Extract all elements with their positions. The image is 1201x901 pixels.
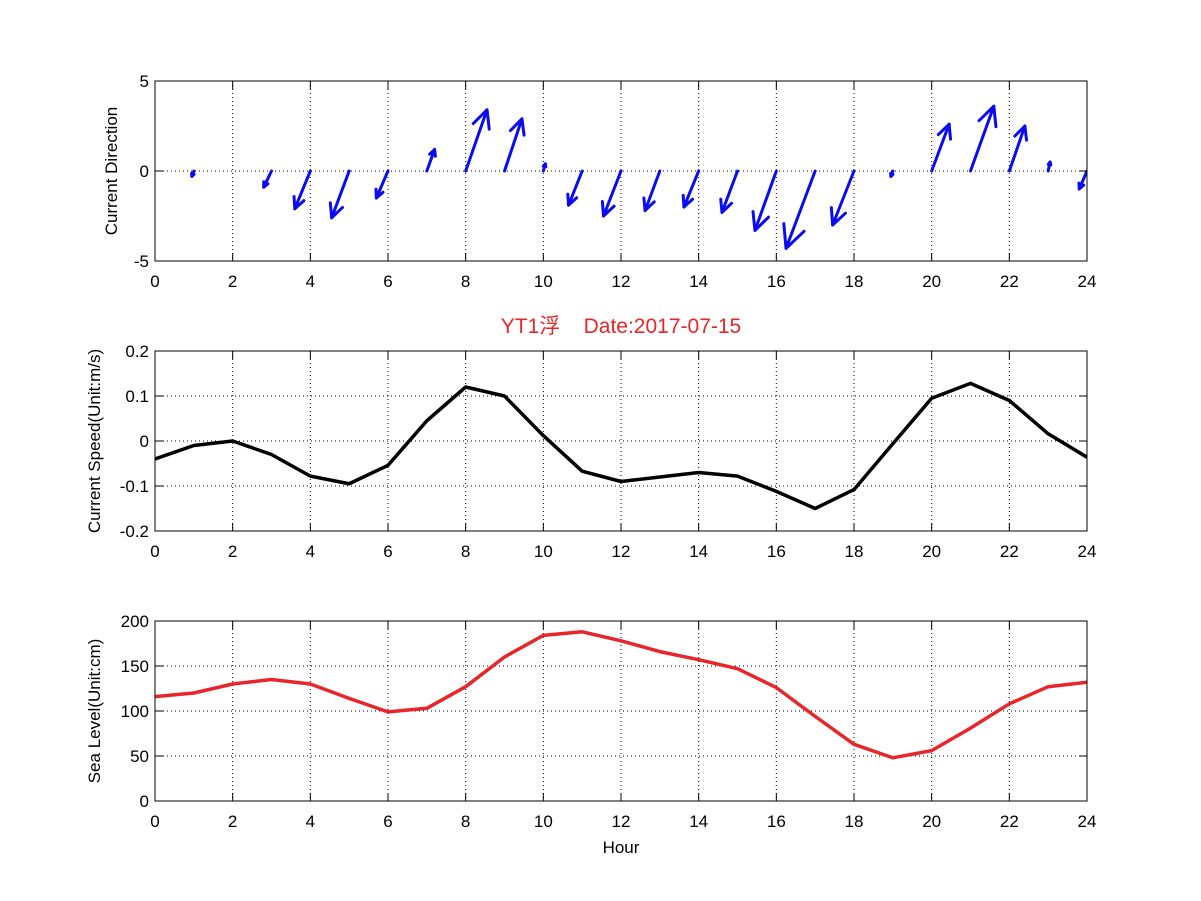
speed-title: YT1浮 Date:2017-07-15 — [501, 315, 741, 338]
sealevel-xtick-label: 22 — [1000, 812, 1019, 831]
sealevel-ytick-label: 0 — [140, 792, 149, 811]
direction-xtick-label: 10 — [534, 272, 553, 291]
direction-arrow — [681, 169, 701, 209]
speed-ticks: 0 2 4 6 8 10 12 14 16 18 20 22 24-0.2-0.100.10.2 — [120, 342, 1097, 561]
direction-panel: 0 2 4 6 8 10 12 14 16 18 20 22 24-505 Current Direct… — [102, 72, 1096, 291]
direction-arrow — [464, 108, 491, 173]
speed-xtick-label: 8 — [461, 542, 470, 561]
speed-xtick-label: 2 — [228, 542, 237, 561]
direction-xtick-label: 20 — [922, 272, 941, 291]
direction-xtick-label: 12 — [612, 272, 631, 291]
speed-panel: 0 2 4 6 8 10 12 14 16 18 20 22 24-0.2-0.100.10.2 YT1… — [85, 315, 1096, 561]
sealevel-xtick-label: 4 — [306, 812, 315, 831]
direction-arrow — [1077, 169, 1087, 191]
sealevel-xtick-label: 6 — [383, 812, 392, 831]
direction-arrow — [751, 169, 778, 232]
sealevel-xtick-label: 0 — [150, 812, 159, 831]
speed-xtick-label: 22 — [1000, 542, 1019, 561]
direction-arrow — [600, 169, 623, 218]
speed-ylabel: Current Speed(Unit:m/s) — [85, 349, 104, 533]
direction-arrow — [642, 169, 662, 213]
speed-xtick-label: 20 — [922, 542, 941, 561]
direction-arrow — [889, 169, 895, 178]
speed-ytick-label: 0.2 — [125, 342, 149, 361]
direction-ytick-label: 0 — [140, 162, 149, 181]
sealevel-plot-area — [155, 630, 1087, 760]
direction-arrow — [1007, 124, 1029, 173]
direction-xtick-label: 22 — [1000, 272, 1019, 291]
sealevel-series-line — [155, 630, 1087, 760]
speed-ytick-label: -0.1 — [120, 477, 149, 496]
direction-xtick-label: 16 — [767, 272, 786, 291]
speed-xtick-label: 10 — [534, 542, 553, 561]
speed-plot-area — [155, 381, 1087, 511]
direction-xtick-label: 2 — [228, 272, 237, 291]
direction-arrow — [782, 169, 817, 250]
direction-xtick-label: 24 — [1078, 272, 1097, 291]
sealevel-xtick-label: 18 — [845, 812, 864, 831]
direction-arrow — [566, 169, 584, 207]
sealevel-ytick-label: 50 — [130, 747, 149, 766]
speed-grid — [155, 351, 1087, 531]
direction-ytick-label: 5 — [140, 72, 149, 91]
direction-arrow — [374, 169, 390, 200]
speed-xtick-label: 16 — [767, 542, 786, 561]
direction-ticks: 0 2 4 6 8 10 12 14 16 18 20 22 24-505 — [134, 72, 1097, 291]
sealevel-xtick-label: 14 — [689, 812, 708, 831]
direction-arrow — [503, 117, 526, 173]
direction-xtick-label: 0 — [150, 272, 159, 291]
sealevel-xtick-label: 2 — [228, 812, 237, 831]
sealevel-ytick-label: 150 — [121, 657, 149, 676]
direction-plot-area — [190, 104, 1087, 250]
speed-xtick-label: 4 — [306, 542, 315, 561]
direction-arrow — [719, 169, 739, 214]
speed-xtick-label: 18 — [845, 542, 864, 561]
speed-series-line — [155, 381, 1087, 511]
speed-xtick-label: 24 — [1078, 542, 1097, 561]
sealevel-grid — [155, 621, 1087, 801]
sealevel-ytick-label: 100 — [121, 702, 149, 721]
speed-ytick-label: 0 — [140, 432, 149, 451]
direction-arrow — [541, 162, 548, 173]
direction-arrow — [190, 169, 196, 178]
direction-ylabel: Current Direction — [102, 107, 121, 236]
sealevel-xtick-label: 16 — [767, 812, 786, 831]
sealevel-xtick-label: 12 — [612, 812, 631, 831]
direction-xtick-label: 4 — [306, 272, 315, 291]
direction-arrow — [262, 169, 273, 189]
sealevel-xtick-label: 20 — [922, 812, 941, 831]
sealevel-xlabel: Hour — [603, 838, 640, 857]
direction-xtick-label: 18 — [845, 272, 864, 291]
speed-ytick-label: -0.2 — [120, 522, 149, 541]
sealevel-xtick-label: 8 — [461, 812, 470, 831]
direction-arrow — [292, 169, 312, 211]
direction-arrow — [829, 169, 856, 227]
direction-arrow — [930, 122, 953, 173]
speed-ytick-label: 0.1 — [125, 387, 149, 406]
speed-xtick-label: 14 — [689, 542, 708, 561]
speed-xtick-label: 12 — [612, 542, 631, 561]
sealevel-xtick-label: 24 — [1078, 812, 1097, 831]
sealevel-xtick-label: 10 — [534, 812, 553, 831]
speed-xtick-label: 6 — [383, 542, 392, 561]
direction-arrow — [425, 147, 437, 173]
direction-xtick-label: 6 — [383, 272, 392, 291]
direction-arrow — [328, 169, 351, 220]
direction-xtick-label: 8 — [461, 272, 470, 291]
direction-arrow — [969, 104, 998, 173]
sealevel-ylabel: Sea Level(Unit:cm) — [85, 639, 104, 784]
direction-xtick-label: 14 — [689, 272, 708, 291]
sealevel-ytick-label: 200 — [121, 612, 149, 631]
direction-ytick-label: -5 — [134, 252, 149, 271]
direction-arrow — [1046, 160, 1053, 173]
speed-xtick-label: 0 — [150, 542, 159, 561]
